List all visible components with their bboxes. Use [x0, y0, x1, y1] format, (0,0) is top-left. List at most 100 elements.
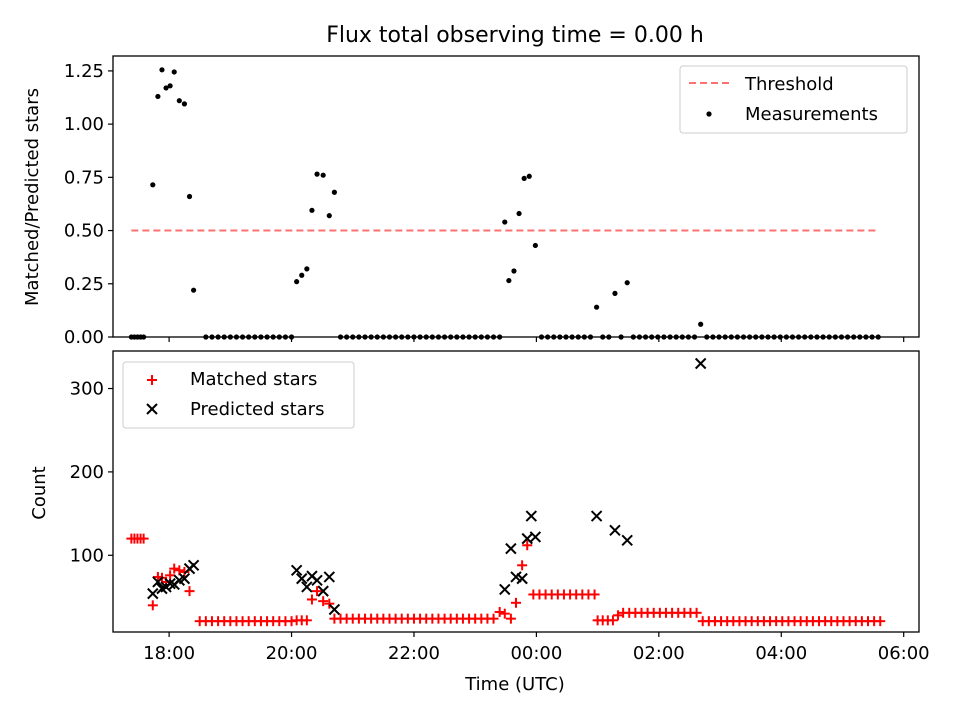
bottom-y-tick-label: 200	[70, 462, 104, 483]
matched-stars-point	[312, 586, 323, 597]
matched-stars-point	[174, 565, 185, 576]
matched-stars-point	[505, 613, 516, 624]
legend-measurements-swatch	[706, 111, 712, 117]
measurement-point	[176, 98, 182, 104]
bottom-axes-frame	[112, 350, 920, 633]
measurement-point	[502, 219, 508, 225]
predicted-stars-point	[529, 531, 542, 543]
top-legend: Threshold Measurements	[679, 65, 908, 134]
top-y-tick-label: 1.25	[64, 61, 104, 82]
top-y-tick-label: 0.50	[64, 221, 104, 242]
measurement-point	[320, 172, 326, 178]
matched-stars-point	[517, 560, 528, 571]
measurement-point	[191, 287, 197, 293]
matched-stars-point	[179, 566, 190, 577]
measurement-point	[516, 210, 522, 217]
measurement-point	[532, 242, 538, 249]
legend-threshold-label: Threshold	[744, 74, 834, 95]
measurement-point	[294, 279, 300, 285]
predicted-stars-point	[164, 577, 176, 590]
top-axis-ticks: 0.00 0.25 0.50 0.75 1.00 1.25	[64, 61, 905, 348]
predicted-stars-point	[317, 585, 329, 597]
matched-stars-point	[589, 589, 600, 600]
predicted-stars-point	[323, 571, 336, 583]
measurement-point	[181, 101, 188, 107]
top-y-tick-label: 1.00	[64, 114, 104, 135]
matched-stars-point	[691, 607, 702, 618]
predicted-stars-point	[328, 603, 341, 616]
bottom-axis-ticks: 18:00 20:00 22:00 00:00 02:00 04:00 06:00 100 20…	[70, 379, 930, 664]
matched-stars-point	[169, 563, 180, 574]
measurement-point	[624, 280, 630, 286]
legend-predicted-swatch	[146, 403, 158, 415]
x-tick-label: 18:00	[143, 643, 195, 664]
predicted-stars-point	[311, 574, 323, 587]
predicted-stars-point	[516, 572, 528, 585]
matched-stars-point	[138, 533, 149, 544]
predicted-stars-point	[525, 510, 538, 522]
bottom-legend-box	[122, 361, 355, 429]
matched-stars-point	[494, 606, 505, 617]
measurement-point	[698, 321, 704, 327]
measurement-point	[299, 272, 305, 278]
matched-stars-point	[511, 597, 521, 608]
measurement-point	[506, 277, 512, 284]
x-axis-label: Time (UTC)	[464, 674, 565, 695]
top-plot-area	[128, 67, 881, 340]
measurement-point	[526, 173, 532, 179]
matched-stars-point	[607, 615, 618, 626]
matched-stars-point	[613, 610, 624, 621]
matched-stars-point	[165, 570, 176, 581]
top-axes-frame	[112, 55, 920, 338]
x-tick-label: 06:00	[878, 643, 930, 664]
x-tick-label: 04:00	[755, 643, 807, 664]
matched-stars-point	[306, 594, 317, 605]
measurement-point	[163, 85, 169, 91]
x-tick-label: 22:00	[388, 643, 440, 664]
measurement-point	[612, 290, 618, 296]
predicted-stars-point	[290, 564, 303, 577]
measurement-point	[159, 67, 165, 73]
matched-stars-point	[147, 600, 158, 611]
matched-stars-point	[499, 608, 510, 619]
predicted-stars-point	[147, 587, 159, 600]
measurement-point	[511, 268, 517, 274]
bottom-legend: Matched stars Predicted stars	[122, 361, 355, 429]
measurement-point	[314, 171, 320, 177]
bottom-y-axis-label: Count	[29, 466, 50, 519]
measurement-point	[186, 193, 193, 200]
measurement-point	[594, 304, 600, 310]
bottom-y-tick-label: 300	[70, 379, 104, 400]
predicted-stars-point	[178, 572, 191, 585]
x-tick-label: 02:00	[633, 643, 685, 664]
predicted-stars-point	[499, 583, 511, 596]
matched-stars-point	[318, 596, 329, 607]
measurement-point	[167, 83, 173, 89]
top-y-tick-label: 0.00	[64, 327, 104, 348]
matched-stars-point	[522, 540, 533, 551]
measurement-point	[521, 175, 527, 182]
top-y-tick-label: 0.75	[64, 167, 104, 188]
measurement-point	[150, 182, 156, 188]
matched-stars-point	[324, 598, 335, 609]
measurement-point	[331, 189, 337, 195]
measurement-point	[171, 69, 177, 75]
matched-stars-point	[184, 586, 195, 597]
top-y-axis-label: Matched/Predicted stars	[22, 88, 43, 306]
predicted-stars-point	[505, 542, 517, 555]
predicted-stars-point	[694, 357, 707, 370]
measurement-point	[309, 207, 315, 213]
legend-measurements-label: Measurements	[745, 104, 878, 125]
measurement-point	[326, 213, 332, 219]
predicted-stars-point	[301, 581, 313, 593]
predicted-stars-point	[621, 534, 633, 546]
predicted-stars-point	[152, 576, 164, 588]
measurement-point	[304, 266, 310, 272]
predicted-stars-point	[609, 524, 621, 536]
legend-matched-swatch	[147, 375, 157, 385]
legend-predicted-label: Predicted stars	[190, 399, 324, 420]
bottom-plot-area	[126, 357, 886, 627]
predicted-stars-point	[187, 559, 200, 572]
matched-stars-point	[301, 615, 312, 626]
